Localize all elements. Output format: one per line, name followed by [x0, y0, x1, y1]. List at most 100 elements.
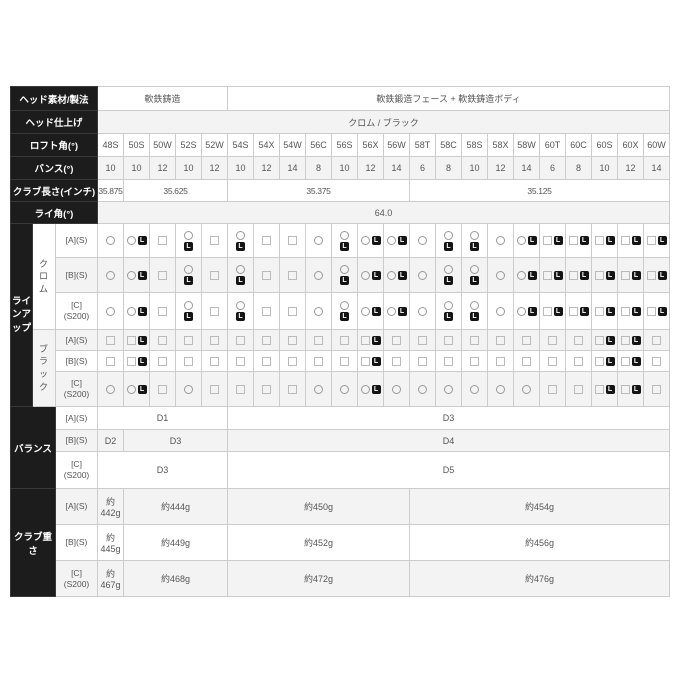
square-icon	[594, 270, 604, 280]
availability-cell	[279, 223, 306, 258]
availability-cell	[227, 350, 254, 372]
availability-mark	[437, 356, 461, 366]
square-icon	[548, 384, 557, 394]
square-icon	[262, 306, 271, 316]
availability-cell	[487, 223, 514, 258]
square-icon	[652, 356, 661, 366]
availability-cell: L	[539, 223, 566, 258]
availability-cell	[305, 329, 332, 351]
spec-value-cell: 10	[461, 156, 488, 180]
circle-icon	[496, 236, 505, 245]
square-icon	[444, 335, 453, 345]
availability-mark: L	[177, 230, 201, 251]
availability-mark	[177, 384, 201, 394]
availability-mark	[229, 384, 253, 394]
availability-mark: L	[593, 384, 617, 394]
column-header: 58S	[461, 133, 488, 157]
shaft-row-label: [A](S)	[55, 406, 98, 430]
availability-cell: L	[227, 292, 254, 330]
availability-cell	[201, 223, 228, 258]
availability-cell: L	[435, 223, 462, 258]
availability-mark: L	[125, 270, 149, 280]
availability-cell: L	[617, 223, 644, 258]
l-badge-icon: L	[236, 276, 245, 285]
availability-cell: L	[357, 223, 384, 258]
l-badge-icon: L	[657, 270, 667, 280]
availability-cell	[97, 350, 124, 372]
availability-cell	[409, 223, 436, 258]
square-icon	[210, 270, 219, 280]
availability-mark: L	[567, 270, 591, 280]
availability-mark: L	[541, 306, 565, 316]
availability-cell: L	[617, 329, 644, 351]
availability-cell	[149, 371, 176, 407]
l-badge-icon: L	[631, 384, 641, 394]
availability-mark: L	[593, 306, 617, 316]
square-icon	[496, 356, 505, 366]
circle-icon	[236, 230, 245, 240]
availability-cell	[149, 257, 176, 293]
availability-mark	[437, 335, 461, 345]
availability-cell: L	[539, 257, 566, 293]
availability-mark	[307, 335, 331, 345]
availability-cell: L	[591, 371, 618, 407]
square-icon	[392, 335, 401, 345]
availability-mark: L	[463, 301, 487, 321]
availability-cell: L	[513, 292, 540, 330]
square-icon	[542, 236, 552, 245]
availability-cell	[487, 350, 514, 372]
circle-icon	[516, 306, 526, 316]
circle-icon	[314, 306, 323, 316]
availability-cell	[149, 350, 176, 372]
circle-icon	[106, 236, 115, 245]
availability-cell	[227, 371, 254, 407]
circle-icon	[496, 270, 505, 280]
availability-cell: L	[591, 257, 618, 293]
square-icon	[210, 236, 219, 245]
availability-cell: L	[617, 257, 644, 293]
availability-cell	[253, 371, 280, 407]
availability-mark: L	[437, 265, 461, 285]
l-badge-icon: L	[444, 312, 453, 321]
l-badge-icon: L	[184, 241, 193, 251]
availability-cell: L	[175, 257, 202, 293]
circle-icon	[184, 384, 193, 394]
availability-mark	[307, 236, 331, 245]
availability-cell: L	[123, 223, 150, 258]
availability-mark	[411, 335, 435, 345]
availability-mark	[99, 236, 123, 245]
square-icon	[470, 356, 479, 366]
availability-cell: L	[435, 257, 462, 293]
square-icon	[314, 335, 323, 345]
availability-cell: L	[383, 292, 410, 330]
spec-row-header: バンス(°)	[10, 156, 98, 180]
shaft-row-label: [B](S)	[55, 350, 98, 372]
availability-cell	[539, 371, 566, 407]
availability-cell	[201, 292, 228, 330]
l-badge-icon: L	[236, 241, 245, 251]
availability-cell	[643, 371, 670, 407]
circle-icon	[444, 384, 453, 394]
availability-mark	[99, 384, 123, 394]
availability-cell	[149, 329, 176, 351]
availability-mark: L	[125, 384, 149, 394]
availability-mark	[151, 384, 175, 394]
availability-mark: L	[359, 306, 383, 316]
column-header: 54S	[227, 133, 254, 157]
square-icon	[646, 236, 656, 245]
l-badge-icon: L	[137, 335, 147, 345]
availability-cell	[97, 257, 124, 293]
square-icon	[288, 270, 297, 280]
square-icon	[210, 335, 219, 345]
availability-cell	[201, 329, 228, 351]
availability-mark	[203, 236, 227, 245]
spec-row-header: ヘッド仕上げ	[10, 110, 98, 134]
square-icon	[288, 335, 297, 345]
spec-value-cell: 12	[253, 156, 280, 180]
circle-icon	[516, 270, 526, 280]
availability-cell: L	[643, 223, 670, 258]
availability-cell	[539, 350, 566, 372]
availability-cell	[565, 371, 592, 407]
availability-mark: L	[515, 270, 539, 280]
availability-cell	[643, 329, 670, 351]
